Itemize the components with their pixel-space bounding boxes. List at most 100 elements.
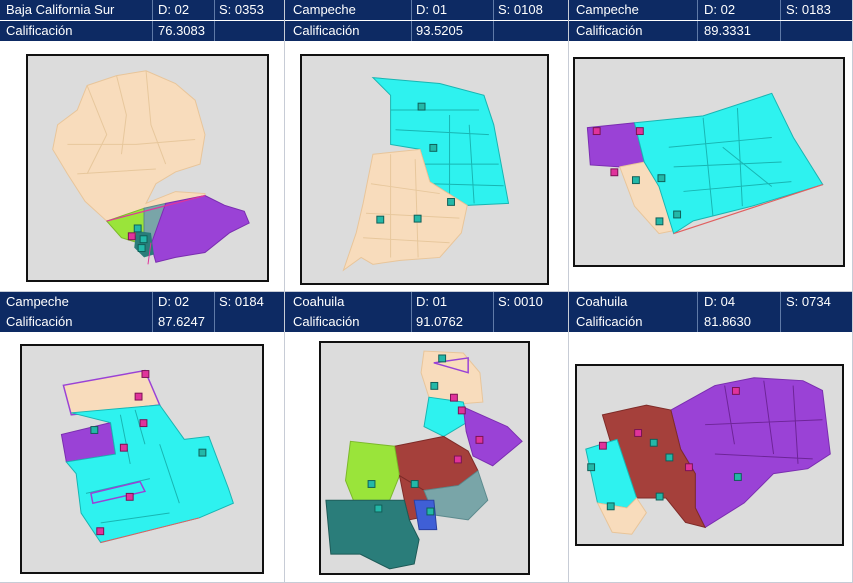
school-marker-icon[interactable] — [592, 127, 601, 136]
school-marker-icon[interactable] — [457, 406, 466, 415]
state-label: Campeche — [293, 2, 356, 17]
score-label: Calificación — [293, 23, 360, 38]
school-marker-icon[interactable] — [413, 214, 422, 223]
school-marker-icon[interactable] — [657, 174, 666, 183]
school-marker-icon[interactable] — [631, 176, 640, 185]
district-label: D: 04 — [704, 294, 736, 309]
school-marker-icon[interactable] — [137, 244, 146, 252]
district-label: D: 01 — [416, 294, 448, 309]
panel-score-row: Calificación 91.0762 — [285, 312, 568, 332]
map-svg — [342, 77, 510, 272]
panel-score-row: Calificación 93.5205 — [285, 21, 568, 41]
section-map[interactable] — [575, 364, 844, 546]
school-marker-icon[interactable] — [731, 387, 740, 395]
score-value: 87.6247 — [158, 314, 205, 329]
panel-header-row: Coahuila D: 01 S: 0010 — [285, 292, 568, 312]
school-marker-icon[interactable] — [127, 232, 136, 241]
school-marker-icon[interactable] — [598, 441, 607, 450]
score-label: Calificación — [576, 314, 643, 329]
school-marker-icon[interactable] — [410, 480, 419, 488]
school-marker-icon[interactable] — [96, 527, 105, 536]
score-label: Calificación — [6, 23, 73, 38]
score-label: Calificación — [6, 314, 73, 329]
score-value: 91.0762 — [416, 314, 463, 329]
school-marker-icon[interactable] — [141, 370, 150, 378]
school-marker-icon[interactable] — [438, 354, 447, 363]
section-label: S: 0734 — [786, 294, 831, 309]
section-panel-6: Coahuila D: 04 S: 0734 Calificación 81.8… — [569, 292, 853, 583]
section-label: S: 0184 — [219, 294, 264, 309]
map-svg — [60, 369, 234, 544]
school-marker-icon[interactable] — [119, 443, 128, 452]
score-value: 93.5205 — [416, 23, 463, 38]
score-label: Calificación — [576, 23, 643, 38]
section-label: S: 0183 — [786, 2, 831, 17]
school-marker-icon[interactable] — [634, 429, 643, 437]
school-marker-icon[interactable] — [125, 492, 134, 501]
panel-score-row: Calificación 81.8630 — [569, 312, 852, 332]
school-marker-icon[interactable] — [655, 217, 664, 226]
state-label: Coahuila — [576, 294, 628, 309]
panel-header-row: Baja California Sur D: 02 S: 0353 — [0, 0, 284, 20]
score-value: 81.8630 — [704, 314, 751, 329]
school-marker-icon[interactable] — [430, 381, 439, 390]
district-label: D: 02 — [704, 2, 736, 17]
school-marker-icon[interactable] — [453, 455, 462, 464]
panel-header-row: Campeche D: 01 S: 0108 — [285, 0, 568, 20]
score-label: Calificación — [293, 314, 360, 329]
school-marker-icon[interactable] — [606, 502, 615, 511]
school-marker-icon[interactable] — [475, 435, 484, 444]
school-marker-icon[interactable] — [587, 463, 596, 472]
school-marker-icon[interactable] — [376, 215, 385, 224]
score-value: 89.3331 — [704, 23, 751, 38]
school-marker-icon[interactable] — [429, 143, 438, 152]
school-marker-icon[interactable] — [733, 473, 742, 481]
school-marker-icon[interactable] — [134, 392, 143, 401]
state-label: Campeche — [576, 2, 639, 17]
school-marker-icon[interactable] — [673, 210, 682, 219]
school-marker-icon[interactable] — [417, 102, 426, 111]
district-label: D: 02 — [158, 294, 190, 309]
school-marker-icon[interactable] — [139, 235, 148, 244]
section-panel-3: Campeche D: 02 S: 0183 Calificación 89.3… — [569, 0, 853, 292]
school-marker-icon[interactable] — [685, 463, 693, 472]
state-label: Coahuila — [293, 294, 345, 309]
school-marker-icon[interactable] — [649, 438, 658, 447]
school-marker-icon[interactable] — [133, 224, 142, 233]
school-marker-icon[interactable] — [450, 393, 458, 402]
section-panel-4: Campeche D: 02 S: 0184 Calificación 87.6… — [0, 292, 285, 583]
section-label: S: 0353 — [219, 2, 264, 17]
section-map[interactable] — [26, 54, 269, 282]
map-svg — [325, 350, 523, 570]
school-marker-icon[interactable] — [374, 504, 383, 513]
section-map[interactable] — [300, 54, 549, 285]
school-marker-icon[interactable] — [90, 426, 99, 434]
map-svg — [585, 377, 831, 535]
map-svg — [52, 70, 250, 265]
district-label: D: 01 — [416, 2, 448, 17]
map-svg — [586, 92, 824, 235]
section-map[interactable] — [573, 57, 845, 267]
school-marker-icon[interactable] — [447, 197, 455, 206]
school-marker-icon[interactable] — [426, 507, 435, 516]
school-marker-icon[interactable] — [635, 127, 644, 136]
school-marker-icon[interactable] — [367, 480, 376, 488]
panel-header-row: Coahuila D: 04 S: 0734 — [569, 292, 852, 312]
school-marker-icon[interactable] — [610, 168, 619, 177]
section-map[interactable] — [20, 344, 264, 574]
school-marker-icon[interactable] — [665, 453, 674, 462]
school-marker-icon[interactable] — [655, 492, 664, 501]
section-panel-2: Campeche D: 01 S: 0108 Calificación 93.5… — [285, 0, 569, 292]
state-label: Baja California Sur — [6, 2, 115, 17]
section-label: S: 0010 — [498, 294, 543, 309]
panel-score-row: Calificación 87.6247 — [0, 312, 284, 332]
school-marker-icon[interactable] — [198, 448, 207, 457]
panel-score-row: Calificación 76.3083 — [0, 21, 284, 41]
section-map[interactable] — [319, 341, 530, 575]
panel-score-row: Calificación 89.3331 — [569, 21, 852, 41]
section-panel-5: Coahuila D: 01 S: 0010 Calificación 91.0… — [285, 292, 569, 583]
district-label: D: 02 — [158, 2, 190, 17]
school-marker-icon[interactable] — [139, 419, 148, 428]
panel-header-row: Campeche D: 02 S: 0183 — [569, 0, 852, 20]
